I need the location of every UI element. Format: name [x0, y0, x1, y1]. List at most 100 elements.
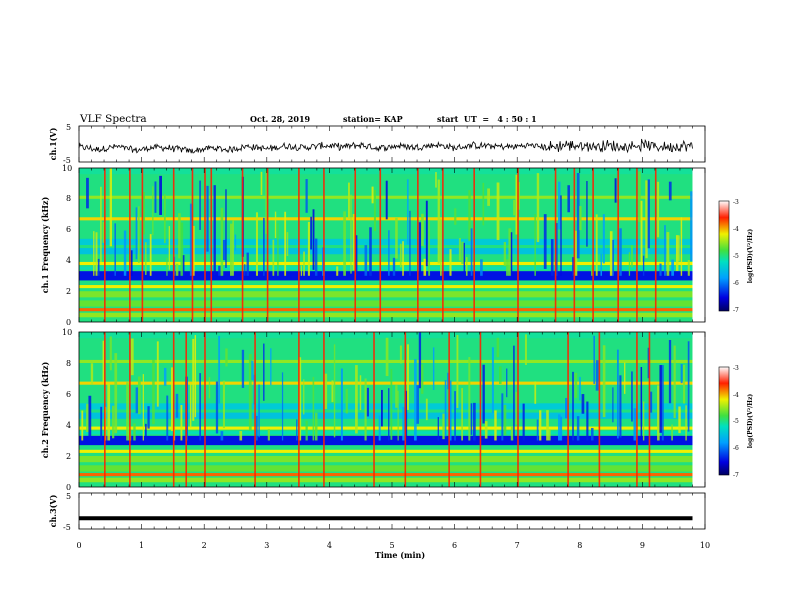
ch2-spectrogram-noise-column	[524, 334, 527, 366]
ch1-ytick-4: 4	[66, 256, 71, 265]
ch1-spectrogram-noise-column	[137, 206, 140, 263]
ch1-spectrogram-noise-column	[222, 239, 226, 261]
ch2-spectrogram-sferic	[104, 332, 106, 487]
ch2-spectrogram-noise-column	[473, 402, 476, 441]
ch2-spectrogram-noise-column	[189, 383, 192, 428]
ch1-spectrogram-sferic	[442, 168, 444, 322]
ch2-spectrogram-noise-column	[163, 367, 167, 386]
ch1-waveform-ticks	[78, 126, 706, 162]
ch2-spectrogram-noise-column	[546, 410, 549, 441]
ch2-spectrogram-noise-column	[624, 362, 626, 394]
ch1-spectrogram-sferic	[473, 168, 475, 322]
ch2-spectrogram-noise-column	[385, 337, 389, 377]
ch1-spectrogram-sferic	[617, 168, 619, 322]
ch2-spectrogram-sferic	[373, 332, 375, 487]
ch2-spectrogram-noise-column	[591, 428, 594, 441]
ch1-spectrogram-sferic	[554, 168, 557, 322]
ch1-spectrogram-noise-column	[234, 234, 237, 251]
ch1-ytick-6: 6	[66, 225, 71, 234]
ch1-spectrogram-noise-column	[572, 257, 575, 276]
ch3-waveform-frame	[78, 492, 706, 530]
ch2-spectrogram-noise-column	[631, 371, 633, 422]
ch1-spectrogram-band	[79, 223, 705, 227]
ch1-spectrogram-noise-column	[175, 263, 179, 276]
ch1-colorbar-label: log(PSD)(V²/Hz)	[747, 229, 754, 284]
ch2-spectrogram-noise-column	[298, 357, 302, 441]
ch2-spectrogram-noise-column	[333, 344, 336, 438]
ch2-spectrogram-noise-column	[671, 424, 673, 441]
ch2-spectrogram-noise-column	[109, 336, 112, 371]
ch2-spectrogram-noise-column	[395, 385, 398, 408]
ch2-spectrogram-noise-column	[130, 338, 134, 376]
ch1-spectrogram-noise-column	[659, 263, 662, 276]
ch2-spectrogram-sferic	[204, 332, 206, 487]
ch1-spectrogram-noise-column	[536, 173, 540, 243]
ch1-spectrogram-noise-column	[168, 226, 171, 270]
ch2-spectrogram-band	[79, 477, 705, 483]
ch1-spectrogram-sferic	[323, 168, 325, 322]
ch2-spectrogram-noise-column	[642, 401, 645, 441]
ch2-spectrogram-noise-column	[444, 380, 447, 437]
date-label: Oct. 28, 2019	[250, 114, 311, 124]
ch1-ytick-8: 8	[66, 194, 71, 203]
ch2-spectrogram-noise-column	[560, 416, 563, 441]
ch1-spectrogram-noise-column	[543, 214, 547, 269]
ch1-colorbar: -3 -4 -5 -6 -7 log(PSD)(V²/Hz)	[718, 199, 754, 314]
ch2-spectrogram-noise-column	[501, 393, 504, 441]
x-axis-tick-labels: 0 1 2 3 4 5 6 7 8 9 10	[76, 541, 710, 550]
ch2-spectrogram-band	[79, 456, 705, 463]
ch1-spectrogram-noise-column	[463, 242, 465, 276]
ch1-spectrogram-noise-column	[272, 239, 275, 276]
ch1-spectrogram-sferic	[636, 168, 638, 322]
ch1-spectrogram-noise-column	[182, 255, 185, 276]
ch2-spectrogram-noise-column	[126, 382, 129, 441]
ch1-spectrogram-sferic	[172, 168, 175, 322]
ch1-spectrogram-noise-column	[284, 211, 287, 276]
ch1-spectrogram-noise-column	[263, 217, 265, 276]
ch2-spectrogram-noise-column	[612, 387, 614, 423]
ch2-spectrogram-band	[79, 449, 705, 453]
ch1-spectrogram-noise-column	[244, 264, 246, 276]
ch2-spectrogram-ticks	[78, 332, 706, 487]
ch1-spectrogram-noise-column	[555, 223, 558, 276]
ch2-spectrogram-sferic	[404, 332, 407, 487]
ch2-spectrogram-noise-column	[449, 380, 452, 441]
ch1-spectrogram-band	[79, 285, 705, 289]
ch1-spectrogram-noise-column	[145, 242, 147, 275]
ch1-spectrogram-noise-column	[666, 232, 670, 276]
ch1-spectrogram-noise-column	[385, 180, 388, 220]
ch1-spectrogram-noise-column	[192, 225, 195, 276]
ch2-spectrogram-noise-column	[86, 403, 89, 432]
ch1-spectrogram-noise-column	[149, 234, 152, 276]
ch1-spectrogram-band	[79, 312, 705, 318]
ch2-spectrogram-noise-column	[135, 387, 139, 414]
ch2-spectrogram-noise-column	[586, 401, 589, 441]
ch1-spectrogram-sferic	[204, 168, 206, 322]
ch1-spectrogram-sferic	[654, 168, 657, 322]
ch2-spectrogram-noise-column	[470, 403, 473, 435]
ch2-spectrogram-noise-column	[574, 372, 578, 398]
x-tick-label: 8	[577, 541, 582, 550]
ch2-spectrogram-noise-column	[145, 423, 147, 441]
ch2-spectrogram-noise-column	[668, 339, 672, 404]
ch1-spectrogram-noise-column	[482, 182, 485, 226]
ch1-spectrogram-noise-column	[423, 258, 427, 276]
ch1-ytick-top: 5	[66, 123, 71, 132]
ch1-spectrogram-noise-column	[265, 170, 267, 234]
ch1-spectrogram-noise-column	[435, 172, 437, 188]
ch1-spectrogram-sferic	[417, 168, 419, 322]
ch1-spectrogram-sferic	[241, 168, 244, 322]
ch2-spectrogram-noise-column	[267, 429, 270, 441]
ch1-spectrogram-noise-column	[402, 241, 404, 276]
ch2-spectrogram-noise-column	[416, 385, 419, 424]
ch1-spectrogram-noise-column	[567, 185, 570, 213]
ch1-spectrogram-noise-column	[180, 222, 184, 276]
x-tick-label: 6	[452, 541, 457, 550]
ch2-spectrogram-noise-column	[513, 345, 515, 439]
ch1-waveform-trace	[78, 138, 693, 154]
ch1-spectrogram-noise-column	[657, 181, 660, 238]
ch2-spectrogram-band	[79, 465, 705, 472]
ch2-spectrogram-noise-column	[263, 343, 265, 401]
ch1-ytick-0: 0	[66, 318, 71, 327]
ch2-spectrogram-noise-column	[270, 348, 272, 386]
